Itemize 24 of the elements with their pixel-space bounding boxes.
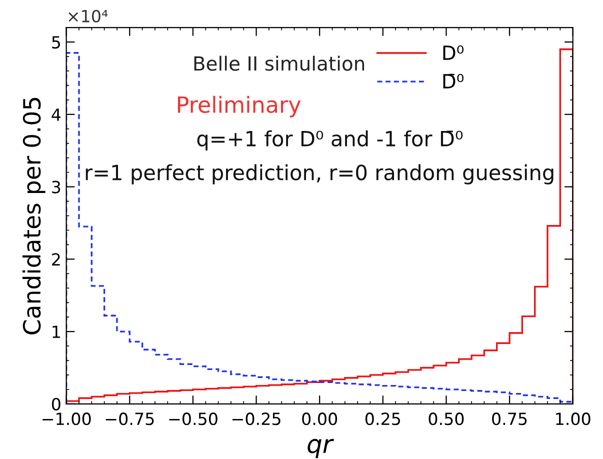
x-tick-label: −0.25 [232,412,280,426]
x-tick-label: 0.25 [365,412,400,426]
x-tick-label: 0.50 [428,412,464,426]
y-tick-label: 5 [52,36,60,49]
text: ×10⁴ [68,10,108,22]
y-axis-title: Candidates per 0.05 [22,98,46,334]
x-tick-label: −0.75 [106,412,154,426]
legend-label: D̄⁰ [443,74,464,88]
y-tick-label: 2 [52,253,60,266]
y-tick-label: 1 [52,326,60,338]
y-tick-label: 3 [52,180,60,194]
annotation: Preliminary [178,96,301,118]
legend-label: D⁰ [443,45,464,60]
x-tick-label: 0.00 [302,412,338,426]
x-tick-label: −1.00 [42,412,91,426]
x-tick-label: 0.75 [492,412,527,426]
x-tick-label: −0.50 [169,412,218,426]
x-tick-label: 1.00 [556,412,590,426]
annotation: Belle II simulation [194,56,364,71]
y-tick-label: 4 [52,108,61,121]
y-tick-label: 0 [52,398,60,410]
x-axis-title: qr [308,438,334,458]
annotation: q=+1 for D⁰ and -1 for D̄⁰ [197,130,463,151]
annotation: r=1 perfect prediction, r=0 random guessing [86,164,554,184]
